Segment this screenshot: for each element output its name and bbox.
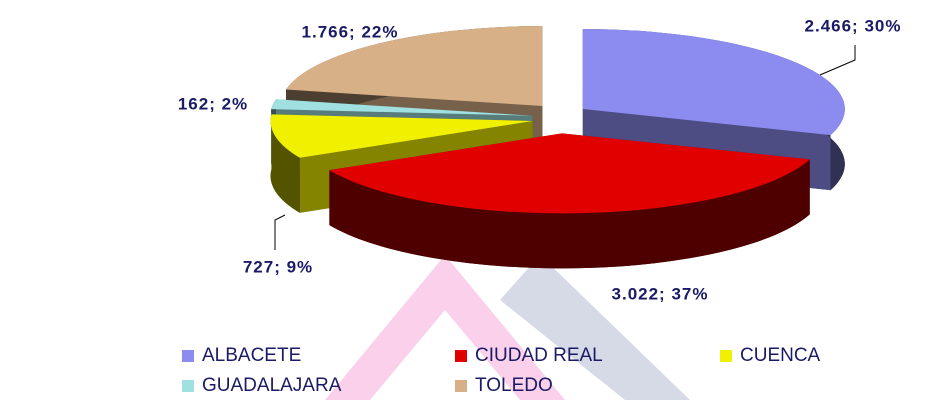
- watermark: [325, 255, 565, 400]
- slice: [286, 26, 543, 107]
- slice: [582, 29, 845, 136]
- slice-side: [270, 114, 300, 213]
- data-label: 162; 2%: [178, 94, 248, 113]
- data-label: 727; 9%: [243, 257, 313, 276]
- leader-line: [819, 45, 856, 76]
- slice: [271, 99, 533, 116]
- legend-label: ALBACETE: [202, 345, 301, 366]
- slice: [329, 133, 810, 269]
- legend: ALBACETE CIUDAD REAL CUENCA GUADALAJARA TOLE…: [182, 345, 821, 396]
- legend-swatch: [455, 380, 467, 392]
- data-label: 1.766; 22%: [302, 22, 399, 41]
- legend-swatch: [455, 350, 467, 362]
- data-label: 3.022; 37%: [612, 284, 709, 303]
- legend-label: GUADALAJARA: [202, 375, 342, 396]
- pie: [270, 26, 845, 269]
- slice: [270, 114, 533, 158]
- watermark: [500, 255, 690, 400]
- data-labels: 2.466; 30% 3.022; 37% 727; 9% 162; 2% 1.766;…: [178, 16, 902, 303]
- legend-swatch: [182, 380, 194, 392]
- legend-label: CUENCA: [740, 345, 821, 366]
- legend-swatch: [720, 350, 732, 362]
- leader-line: [274, 214, 286, 250]
- data-label: 2.466; 30%: [805, 16, 902, 35]
- legend-label: CIUDAD REAL: [475, 345, 603, 366]
- legend-label: TOLEDO: [475, 375, 553, 396]
- legend-swatch: [182, 350, 194, 362]
- slice: [329, 133, 810, 214]
- slice-side: [329, 159, 810, 269]
